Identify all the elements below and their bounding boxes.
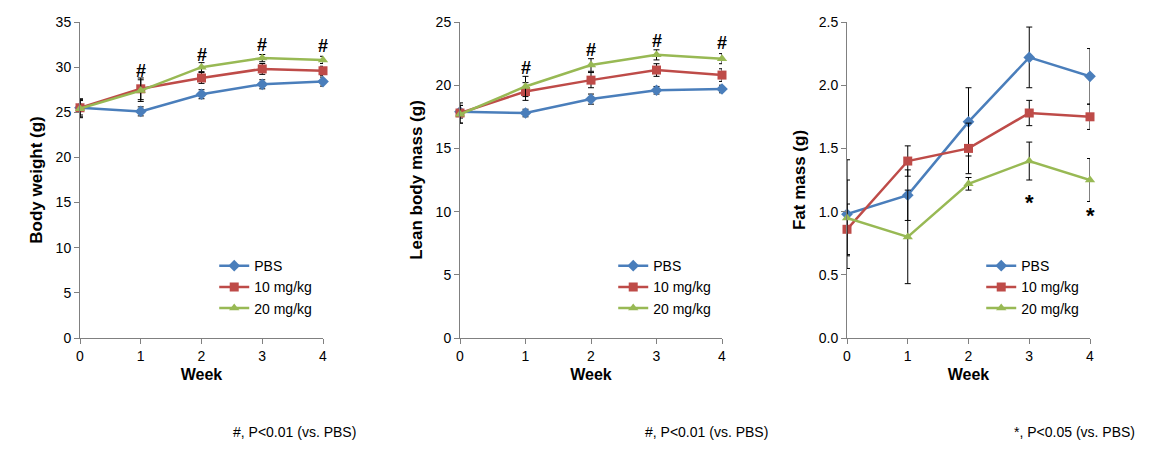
svg-text:#: # [197,45,207,65]
svg-text:#, P<0.01 (vs. PBS): #, P<0.01 (vs. PBS) [233,424,356,440]
svg-text:*, P<0.05 (vs. PBS): *, P<0.05 (vs. PBS) [1014,424,1135,440]
svg-text:0: 0 [443,330,451,346]
svg-text:#: # [257,35,267,55]
svg-text:1.5: 1.5 [819,140,839,156]
svg-text:30: 30 [56,59,72,75]
svg-text:Body weight (g): Body weight (g) [27,116,46,243]
svg-text:15: 15 [436,140,452,156]
svg-text:Week: Week [570,366,612,383]
svg-text:20: 20 [436,77,452,93]
svg-text:#: # [652,31,662,51]
svg-text:3: 3 [653,348,661,364]
svg-text:PBS: PBS [254,258,282,274]
svg-text:0: 0 [63,330,71,346]
svg-text:1: 1 [137,348,145,364]
svg-text:1.0: 1.0 [819,204,839,220]
svg-text:0.0: 0.0 [819,330,839,346]
svg-text:20: 20 [56,149,72,165]
svg-text:Fat mass (g): Fat mass (g) [790,130,809,230]
svg-text:#, P<0.01 (vs. PBS): #, P<0.01 (vs. PBS) [645,424,768,440]
svg-text:10: 10 [56,240,72,256]
svg-text:20 mg/kg: 20 mg/kg [254,301,312,317]
svg-text:35: 35 [56,14,72,30]
svg-text:0: 0 [843,348,851,364]
svg-text:1: 1 [522,348,530,364]
svg-text:2: 2 [198,348,206,364]
svg-text:5: 5 [63,285,71,301]
svg-text:25: 25 [436,14,452,30]
svg-text:2.0: 2.0 [819,77,839,93]
svg-text:0.5: 0.5 [819,267,839,283]
svg-text:2: 2 [587,348,595,364]
svg-text:Week: Week [948,366,990,383]
svg-text:3: 3 [258,348,266,364]
svg-text:25: 25 [56,104,72,120]
svg-text:PBS: PBS [653,258,681,274]
svg-text:15: 15 [56,194,72,210]
svg-text:4: 4 [718,348,726,364]
svg-text:1: 1 [904,348,912,364]
svg-text:#: # [521,58,531,78]
svg-text:PBS: PBS [1021,258,1049,274]
svg-text:#: # [717,33,727,53]
svg-text:4: 4 [1086,348,1094,364]
svg-text:2: 2 [965,348,973,364]
svg-text:#: # [318,36,328,56]
svg-text:3: 3 [1025,348,1033,364]
svg-text:0: 0 [456,348,464,364]
svg-text:10 mg/kg: 10 mg/kg [254,279,312,295]
svg-text:Lean body mass (g): Lean body mass (g) [407,100,426,260]
svg-text:20 mg/kg: 20 mg/kg [1021,301,1079,317]
svg-text:4: 4 [319,348,327,364]
svg-text:0: 0 [76,348,84,364]
svg-text:*: * [1086,203,1095,228]
svg-text:10 mg/kg: 10 mg/kg [1021,279,1079,295]
svg-text:2.5: 2.5 [819,14,839,30]
svg-text:#: # [136,61,146,81]
svg-text:10: 10 [436,204,452,220]
svg-text:20 mg/kg: 20 mg/kg [653,301,711,317]
svg-text:5: 5 [443,267,451,283]
svg-text:#: # [586,40,596,60]
svg-text:Week: Week [181,366,223,383]
svg-text:*: * [1025,190,1034,215]
svg-text:10 mg/kg: 10 mg/kg [653,279,711,295]
